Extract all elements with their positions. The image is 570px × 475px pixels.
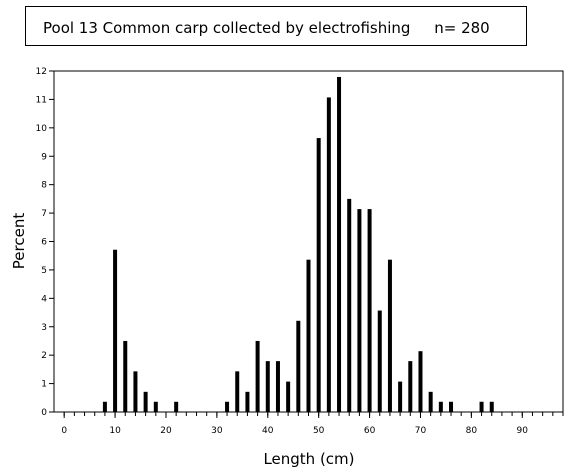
y-tick-label: 12	[36, 67, 47, 77]
bar	[428, 391, 433, 412]
chart-title-box: Pool 13 Common carp collected by electro…	[25, 6, 527, 46]
bar	[306, 259, 311, 412]
bar	[225, 401, 230, 412]
bar	[275, 361, 280, 412]
x-tick-label: 30	[211, 426, 223, 436]
bar	[438, 401, 443, 412]
bar	[479, 401, 484, 412]
bar	[418, 351, 423, 412]
bar	[113, 249, 118, 412]
bar	[235, 371, 240, 412]
x-axis-title: Length (cm)	[263, 450, 354, 468]
bar	[347, 198, 352, 412]
y-tick-label: 5	[41, 266, 47, 276]
bar	[449, 401, 454, 412]
y-tick-label: 6	[41, 238, 47, 248]
bars	[102, 76, 494, 413]
bar	[174, 401, 179, 412]
y-tick-label: 9	[41, 152, 47, 162]
y-tick-label: 0	[41, 408, 47, 418]
x-minor-ticks	[63, 412, 564, 416]
bar	[296, 320, 301, 412]
x-tick-label: 40	[262, 426, 274, 436]
bar	[133, 371, 138, 412]
y-tick-label: 2	[41, 351, 47, 361]
y-tick-label: 7	[41, 209, 47, 219]
bar	[489, 401, 494, 412]
x-tick-label: 60	[364, 426, 376, 436]
y-tick-label: 10	[36, 124, 48, 134]
y-tick-label: 8	[41, 181, 47, 191]
x-tick-label: 80	[466, 426, 478, 436]
bar	[387, 259, 392, 412]
bar	[377, 310, 382, 412]
y-axis-title: Percent	[10, 213, 28, 270]
bar	[255, 340, 260, 412]
x-tick-label: 0	[61, 426, 67, 436]
bar	[102, 401, 107, 412]
chart-title: Pool 13 Common carp collected by electro…	[43, 19, 490, 37]
bar	[367, 209, 372, 412]
y-tick-label: 11	[36, 95, 47, 105]
y-tick-label: 1	[41, 380, 47, 390]
x-tick-label: 90	[517, 426, 529, 436]
bar	[245, 391, 250, 412]
bar	[326, 97, 331, 413]
bar	[357, 209, 362, 412]
x-tick-label: 70	[415, 426, 427, 436]
bar	[286, 381, 291, 412]
bar	[123, 340, 128, 412]
x-tick-label: 50	[313, 426, 325, 436]
bar	[398, 381, 403, 412]
bar	[143, 391, 148, 412]
x-tick-label: 20	[160, 426, 172, 436]
y-tick-label: 4	[41, 294, 47, 304]
x-tick-label: 10	[109, 426, 121, 436]
bar	[408, 361, 413, 412]
bar	[337, 76, 342, 412]
bar	[265, 361, 270, 412]
x-axis-ticks: 0 10 20 30 40 50 60 70 80 90	[61, 412, 528, 436]
bar	[153, 401, 158, 412]
y-tick-label: 3	[41, 323, 47, 333]
bar	[316, 138, 321, 412]
